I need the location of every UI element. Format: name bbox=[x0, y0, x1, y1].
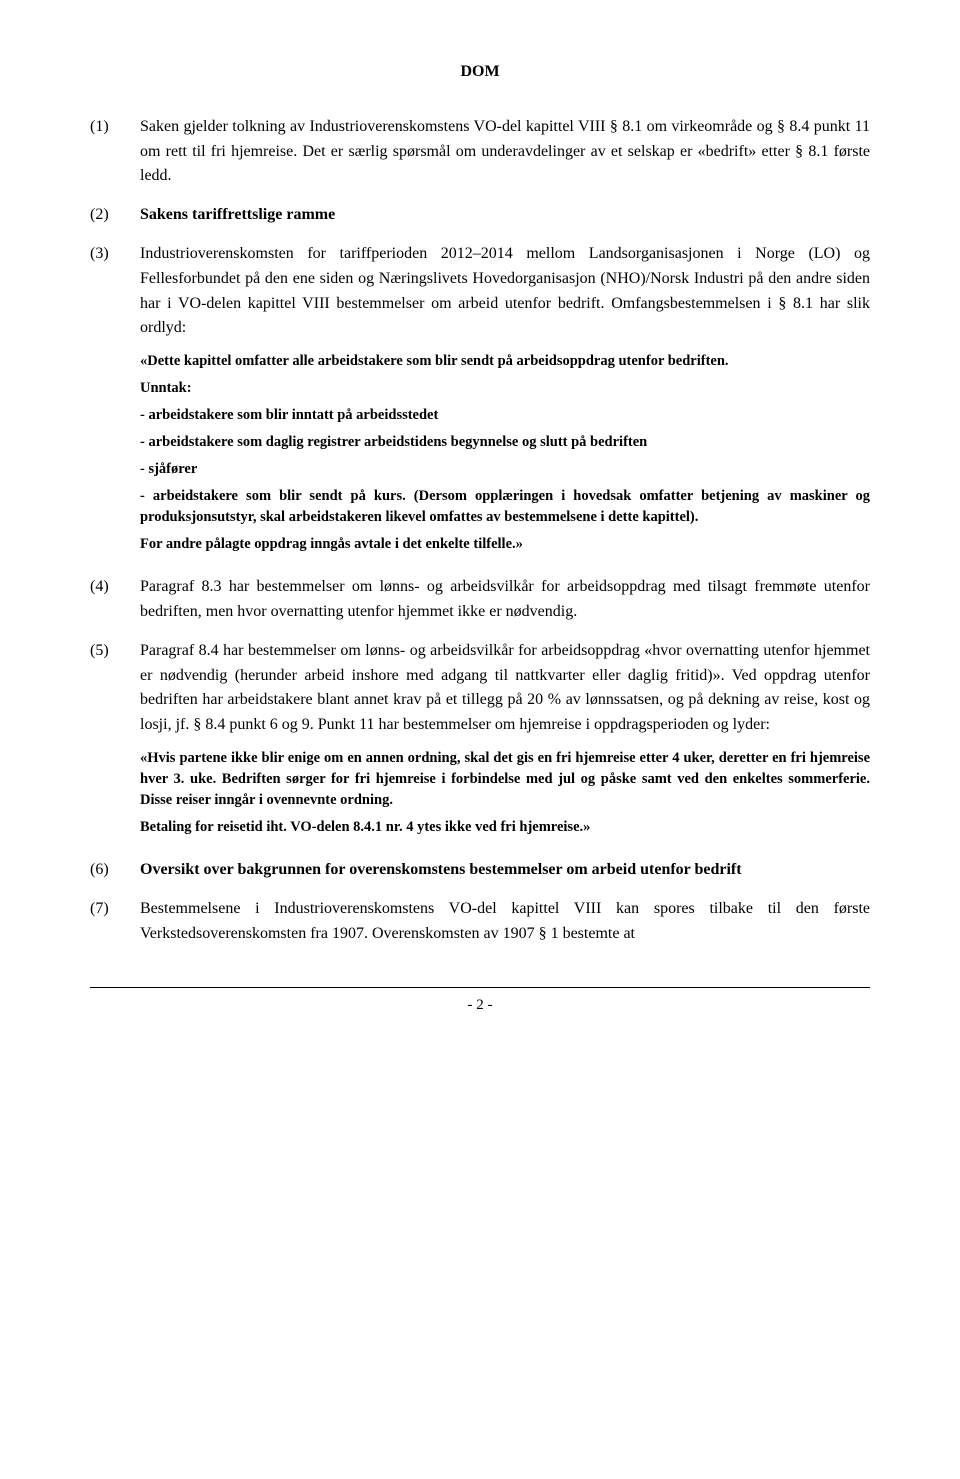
page-title: DOM bbox=[90, 60, 870, 85]
para-body-3: Industrioverenskomsten for tariffperiode… bbox=[140, 242, 870, 561]
paragraph-6: (6) Oversikt over bakgrunnen for overens… bbox=[90, 858, 870, 883]
quote-block-2: «Hvis partene ikke blir enige om en anne… bbox=[140, 748, 870, 838]
paragraph-3: (3) Industrioverenskomsten for tariffper… bbox=[90, 242, 870, 561]
para-body-7: Bestemmelsene i Industrioverenskomstens … bbox=[140, 897, 870, 947]
footer-rule bbox=[90, 987, 870, 988]
para-body-4: Paragraf 8.3 har bestemmelser om lønns- … bbox=[140, 575, 870, 625]
para-num-6: (6) bbox=[90, 858, 140, 883]
para-3-text: Industrioverenskomsten for tariffperiode… bbox=[140, 245, 870, 336]
quote1-line7: For andre pålagte oppdrag inngås avtale … bbox=[140, 534, 870, 555]
quote1-line2: Unntak: bbox=[140, 378, 870, 399]
para-5-text: Paragraf 8.4 har bestemmelser om lønns- … bbox=[140, 642, 870, 733]
para-num-2: (2) bbox=[90, 203, 140, 228]
quote1-line5: - sjåfører bbox=[140, 459, 870, 480]
quote1-line6: - arbeidstakere som blir sendt på kurs. … bbox=[140, 486, 870, 528]
paragraph-2: (2) Sakens tariffrettslige ramme bbox=[90, 203, 870, 228]
page-number: - 2 - bbox=[90, 994, 870, 1017]
quote1-line4: - arbeidstakere som daglig registrer arb… bbox=[140, 432, 870, 453]
quote2-line2: Betaling for reisetid iht. VO-delen 8.4.… bbox=[140, 817, 870, 838]
para-num-5: (5) bbox=[90, 639, 140, 844]
para-body-5: Paragraf 8.4 har bestemmelser om lønns- … bbox=[140, 639, 870, 844]
para-num-1: (1) bbox=[90, 115, 140, 189]
paragraph-7: (7) Bestemmelsene i Industrioverenskomst… bbox=[90, 897, 870, 947]
para-num-3: (3) bbox=[90, 242, 140, 561]
quote2-line1: «Hvis partene ikke blir enige om en anne… bbox=[140, 748, 870, 811]
quote1-line3: - arbeidstakere som blir inntatt på arbe… bbox=[140, 405, 870, 426]
paragraph-5: (5) Paragraf 8.4 har bestemmelser om løn… bbox=[90, 639, 870, 844]
para-num-4: (4) bbox=[90, 575, 140, 625]
quote-block-1: «Dette kapittel omfatter alle arbeidstak… bbox=[140, 351, 870, 555]
paragraph-1: (1) Saken gjelder tolkning av Industriov… bbox=[90, 115, 870, 189]
para-body-6: Oversikt over bakgrunnen for overenskoms… bbox=[140, 858, 870, 883]
paragraph-4: (4) Paragraf 8.3 har bestemmelser om løn… bbox=[90, 575, 870, 625]
para-body-1: Saken gjelder tolkning av Industrioveren… bbox=[140, 115, 870, 189]
para-body-2: Sakens tariffrettslige ramme bbox=[140, 203, 870, 228]
quote1-line1: «Dette kapittel omfatter alle arbeidstak… bbox=[140, 351, 870, 372]
para-num-7: (7) bbox=[90, 897, 140, 947]
